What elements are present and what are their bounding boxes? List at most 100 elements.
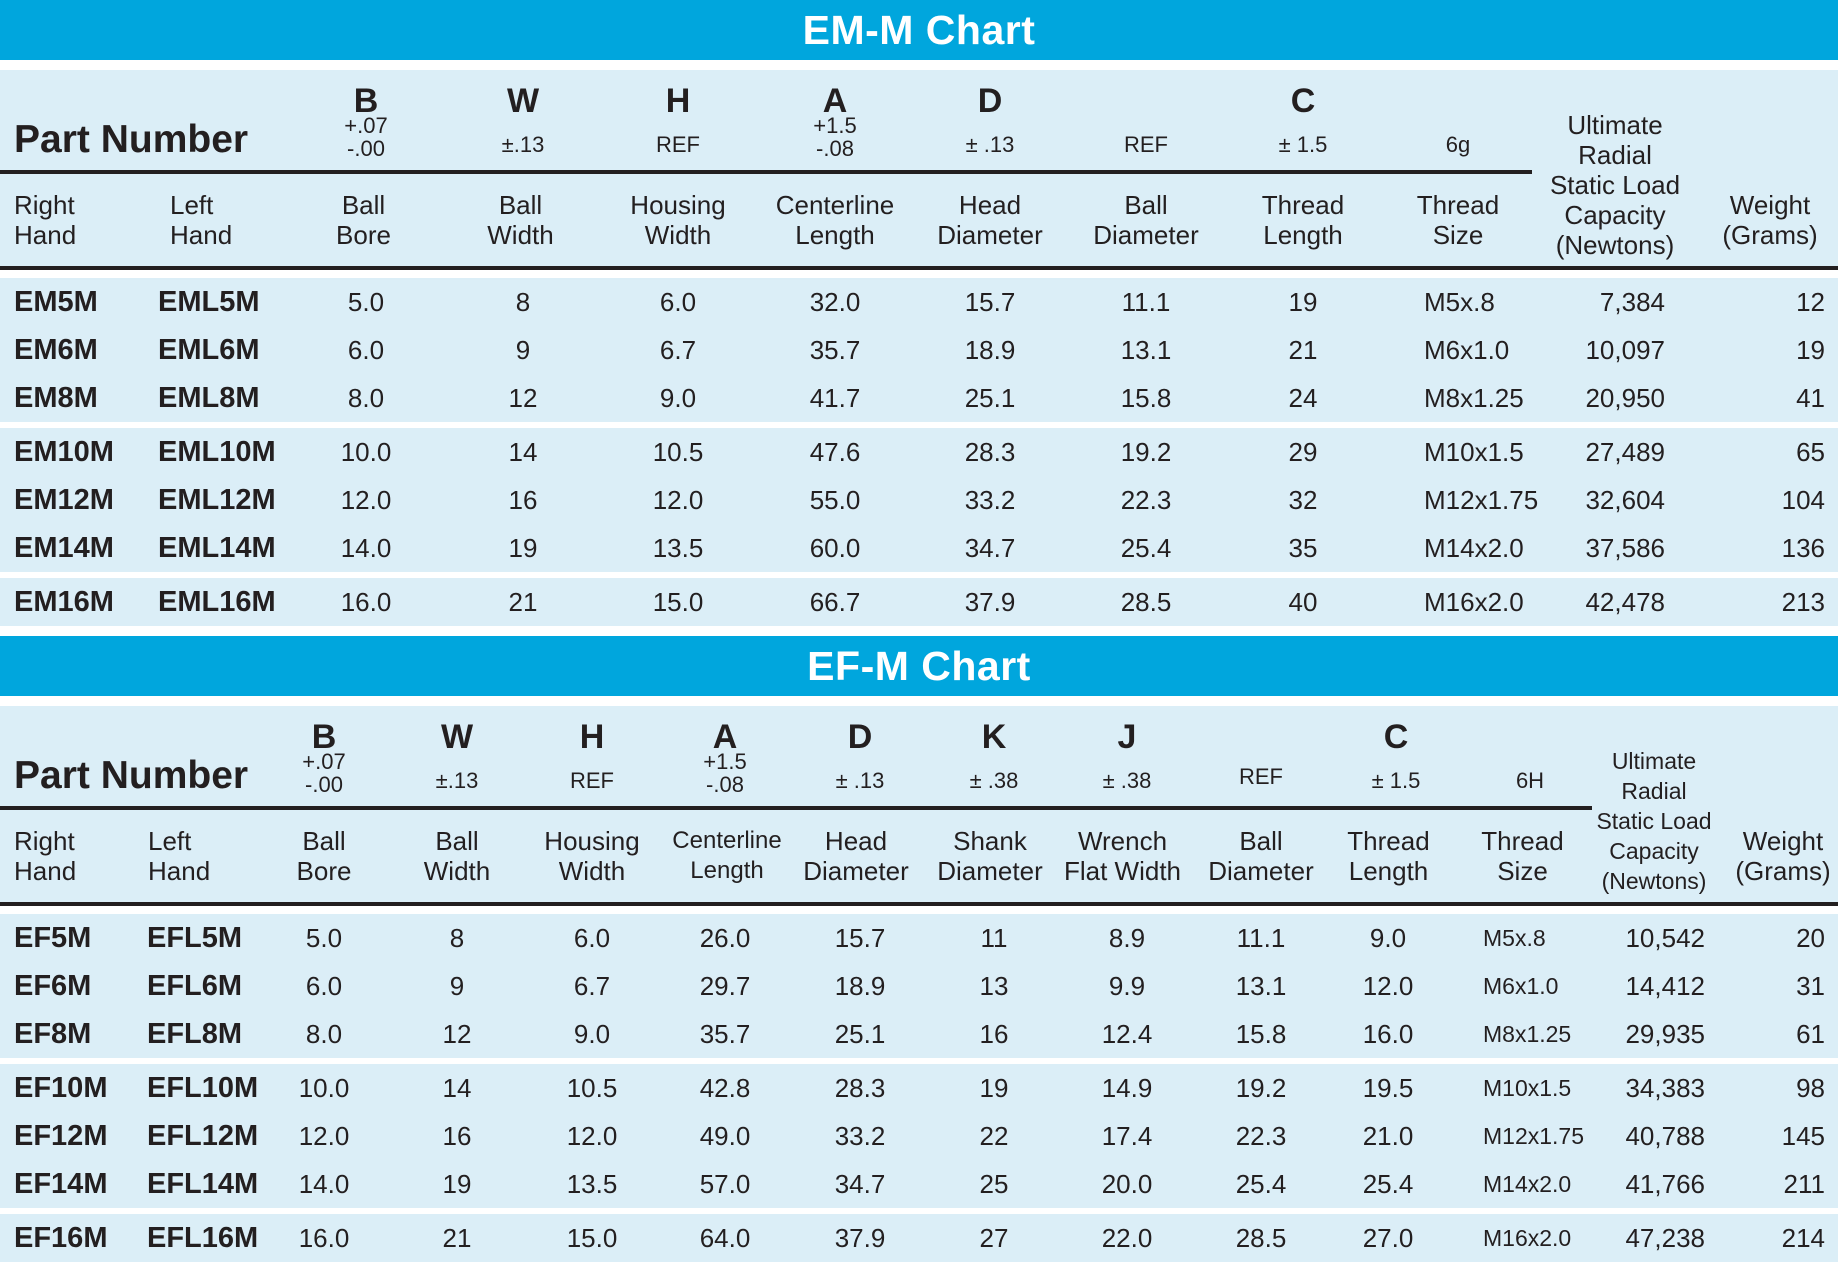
- ef-cell-ball-bore: 14.0: [298, 1169, 350, 1199]
- em-table-row: EM8M EML8M 8.0 12 9.0 41.7 25.1 15.8 24 M8x1.25 20…: [0, 374, 1838, 422]
- ef-letter-h: H: [579, 718, 605, 756]
- ef-letter-a: A: [712, 718, 738, 756]
- ef-cell-ball-diameter: 22.3: [1235, 1121, 1287, 1151]
- em-cell-ball-diameter: 11.1: [1121, 287, 1171, 317]
- ef-cell-right-hand: EF12M: [14, 1120, 108, 1152]
- ef-label-housing-width: Housing Width: [544, 826, 640, 886]
- em-cell-ball-bore: 14.0: [340, 533, 392, 563]
- ef-tol-h: REF: [570, 768, 614, 793]
- ef-cell-wrench-flat-width: 20.0: [1101, 1169, 1153, 1199]
- ef-tol-j: ± .38: [1102, 768, 1152, 793]
- ef-table-row: EF10M EFL10M 10.0 14 10.5 42.8 28.3 19 14.9 19.2 1…: [0, 1058, 1838, 1112]
- ef-cell-left-hand: EFL8M: [147, 1018, 243, 1050]
- ef-cell-left-hand: EFL16M: [147, 1222, 259, 1254]
- ef-cell-weight: 98: [1796, 1073, 1825, 1103]
- em-label-left-hand: Left Hand: [170, 190, 233, 250]
- ef-tol-a: +1.5 -.08: [703, 749, 747, 797]
- ef-label-shank-diameter: Shank Diameter: [937, 826, 1043, 886]
- ef-cell-thread-length: 19.5: [1362, 1073, 1414, 1103]
- em-cell-housing-width: 15.0: [652, 587, 704, 617]
- em-cell-ball-bore: 8.0: [347, 383, 385, 413]
- ef-cell-shank-diameter: 16: [979, 1019, 1009, 1049]
- ef-cell-weight: 214: [1781, 1223, 1825, 1253]
- ef-header-bottom-rule: [0, 902, 1838, 906]
- em-cell-right-hand: EM5M: [14, 286, 98, 318]
- em-cell-ball-diameter: 13.1: [1120, 335, 1172, 365]
- em-cell-thread-length: 35: [1288, 533, 1318, 563]
- em-cell-centerline-length: 41.7: [809, 383, 861, 413]
- em-cell-capacity: 27,489: [1585, 437, 1665, 467]
- em-tol-d: ± .13: [965, 132, 1015, 157]
- em-cell-ball-bore: 6.0: [347, 335, 385, 365]
- em-cell-centerline-length: 35.7: [809, 335, 861, 365]
- em-cell-left-hand: EML12M: [158, 484, 276, 516]
- em-cell-ball-width: 9: [515, 335, 531, 365]
- ef-cell-thread-size: M6x1.0: [1483, 973, 1559, 999]
- em-cell-housing-width: 12.0: [652, 485, 704, 515]
- ef-cell-capacity: 40,788: [1625, 1121, 1705, 1151]
- em-letter-w: W: [506, 82, 540, 120]
- ef-label-thread-size: Thread Size: [1481, 826, 1564, 886]
- ef-letter-k: K: [981, 718, 1007, 756]
- em-tol-a: +1.5 -.08: [813, 113, 857, 161]
- ef-cell-housing-width: 6.7: [573, 971, 611, 1001]
- ef-cell-left-hand: EFL14M: [147, 1168, 259, 1200]
- ef-m-chart: EF-M Chart Part Number B +.07 -.00 W ±.13…: [0, 636, 1838, 1262]
- ef-label-ball-bore: Ball Bore: [296, 826, 352, 886]
- ef-cell-thread-size: M12x1.75: [1483, 1123, 1585, 1149]
- ef-table-row: EF12M EFL12M 12.0 16 12.0 49.0 33.2 22 17.4 22.3 2…: [0, 1112, 1838, 1160]
- em-cell-housing-width: 9.0: [659, 383, 697, 413]
- ef-cell-thread-length: 27.0: [1362, 1223, 1414, 1253]
- em-table-row: EM14M EML14M 14.0 19 13.5 60.0 34.7 25.4 35 M14x2…: [0, 524, 1838, 572]
- em-cell-thread-length: 21: [1288, 335, 1318, 365]
- em-cell-head-diameter: 28.3: [964, 437, 1016, 467]
- em-cell-weight: 136: [1781, 533, 1825, 563]
- ef-tol-ball-diameter: REF: [1239, 764, 1283, 789]
- ef-cell-centerline-length: 35.7: [699, 1019, 751, 1049]
- em-cell-ball-bore: 12.0: [340, 485, 392, 515]
- em-label-thread-size: Thread Size: [1416, 190, 1500, 250]
- em-cell-right-hand: EM6M: [14, 334, 98, 366]
- ef-label-centerline-length: Centerline Length: [672, 827, 782, 884]
- ef-cell-weight: 20: [1796, 923, 1825, 953]
- em-cell-right-hand: EM8M: [14, 382, 98, 414]
- ef-cell-left-hand: EFL6M: [147, 970, 243, 1002]
- ef-letter-j: J: [1117, 718, 1137, 756]
- em-letter-b: B: [353, 82, 379, 120]
- ef-cell-right-hand: EF14M: [14, 1168, 108, 1200]
- ef-cell-thread-size: M16x2.0: [1483, 1225, 1572, 1251]
- em-label-ball-diameter: Ball Diameter: [1093, 190, 1199, 250]
- ef-cell-ball-bore: 12.0: [298, 1121, 350, 1151]
- em-cell-ball-bore: 16.0: [340, 587, 392, 617]
- ef-cell-centerline-length: 29.7: [699, 971, 751, 1001]
- em-cell-thread-size: M6x1.0: [1424, 335, 1510, 365]
- em-cell-ball-diameter: 28.5: [1120, 587, 1172, 617]
- em-tol-thread: 6g: [1445, 132, 1471, 157]
- ef-tol-thread: 6H: [1515, 768, 1545, 793]
- em-cell-centerline-length: 60.0: [809, 533, 861, 563]
- em-label-thread-length: Thread Length: [1261, 190, 1345, 250]
- em-cell-thread-size: M16x2.0: [1424, 587, 1524, 617]
- ef-cell-wrench-flat-width: 14.9: [1101, 1073, 1153, 1103]
- ef-table-row: EF5M EFL5M 5.0 8 6.0 26.0 15.7 11 8.9 11.1 9.0 M5x.…: [0, 914, 1838, 962]
- ef-table-row: EF16M EFL16M 16.0 21 15.0 64.0 37.9 27 22.0 28.5 2…: [0, 1208, 1838, 1262]
- em-label-weight: Weight (Grams): [1722, 190, 1818, 250]
- em-letter-h: H: [665, 82, 691, 120]
- em-tol-ball-diameter: REF: [1124, 132, 1168, 157]
- ef-chart-title: EF-M Chart: [0, 636, 1838, 696]
- em-cell-ball-width: 8: [515, 287, 531, 317]
- em-label-ball-width: Ball Width: [487, 190, 554, 250]
- ef-cell-ball-width: 16: [442, 1121, 472, 1151]
- em-cell-weight: 41: [1796, 383, 1825, 413]
- ef-cell-housing-width: 10.5: [566, 1073, 618, 1103]
- ef-cell-ball-width: 21: [442, 1223, 472, 1253]
- ef-tol-b: +.07 -.00: [302, 749, 346, 797]
- em-label-head-diameter: Head Diameter: [937, 190, 1043, 250]
- ef-cell-thread-size: M14x2.0: [1483, 1171, 1572, 1197]
- em-table-row: EM5M EML5M 5.0 8 6.0 32.0 15.7 11.1 19 M5x.8 7,384…: [0, 278, 1838, 326]
- ef-cell-ball-diameter: 25.4: [1235, 1169, 1287, 1199]
- em-cell-weight: 19: [1796, 335, 1825, 365]
- em-label-centerline-length: Centerline Length: [775, 190, 895, 250]
- ef-cell-wrench-flat-width: 8.9: [1108, 923, 1146, 953]
- ef-cell-shank-diameter: 25: [979, 1169, 1009, 1199]
